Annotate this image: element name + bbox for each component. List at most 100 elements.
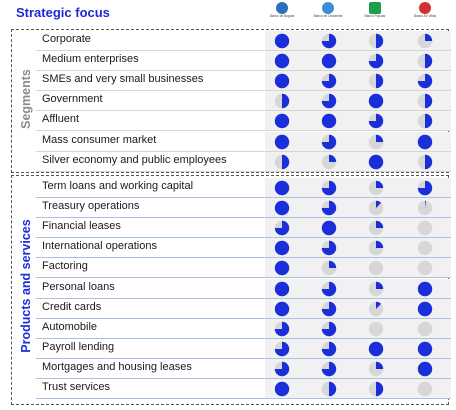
row-divider	[36, 257, 451, 259]
harvey-ball	[274, 301, 290, 316]
harvey-ball-fill	[274, 180, 290, 196]
harvey-ball	[368, 33, 384, 49]
row-divider	[36, 130, 451, 132]
harvey-ball	[274, 114, 290, 129]
row-divider	[36, 357, 451, 359]
row-divider	[36, 337, 451, 339]
harvey-ball	[368, 114, 384, 129]
row-band	[265, 238, 451, 259]
bank-name-1: Banco de Bogotá	[269, 14, 295, 18]
harvey-ball-background	[368, 321, 384, 336]
bank-logo-2: Banco de Occidente	[313, 2, 343, 26]
harvey-ball-fill	[417, 341, 433, 356]
bank-logo-blue-icon	[276, 2, 288, 14]
harvey-ball	[368, 261, 384, 276]
row-label: SMEs and very small businesses	[42, 73, 204, 86]
row-divider	[36, 170, 451, 172]
harvey-ball	[274, 321, 290, 336]
row-label: Payroll lending	[42, 340, 115, 353]
harvey-ball-fill	[274, 381, 290, 397]
table-row: Personal loans	[36, 278, 451, 299]
harvey-ball-fill	[376, 301, 382, 309]
table-row: Payroll lending	[36, 338, 451, 359]
table-row: Mass consumer market	[36, 131, 451, 152]
harvey-ball-fill	[274, 134, 290, 149]
row-band	[265, 338, 451, 359]
harvey-ball-fill	[274, 261, 290, 276]
harvey-ball	[321, 341, 337, 356]
harvey-ball	[274, 261, 290, 276]
row-divider	[36, 70, 451, 72]
row-label: Medium enterprises	[42, 53, 139, 66]
harvey-ball-fill	[321, 200, 337, 216]
table-row: Credit cards	[36, 298, 451, 319]
row-label: Mortgages and housing leases	[42, 360, 192, 373]
row-label: Treasury operations	[42, 200, 140, 213]
harvey-ball-fill	[321, 321, 337, 336]
row-label: Trust services	[42, 381, 111, 393]
harvey-ball	[368, 241, 384, 256]
harvey-ball-fill	[321, 180, 337, 196]
harvey-ball-fill	[425, 200, 426, 209]
row-band	[265, 178, 451, 198]
row-label: Affluent	[42, 113, 80, 126]
row-band	[265, 278, 451, 299]
harvey-ball	[321, 321, 337, 336]
row-band	[265, 51, 451, 72]
harvey-ball-fill	[274, 301, 290, 316]
harvey-ball-fill	[417, 281, 433, 296]
harvey-ball	[274, 73, 290, 89]
harvey-ball-fill	[376, 281, 384, 289]
harvey-ball	[368, 361, 384, 377]
harvey-ball	[417, 200, 433, 216]
row-band	[265, 198, 451, 219]
harvey-ball-fill	[274, 114, 290, 129]
harvey-ball	[274, 341, 290, 356]
harvey-ball-fill	[368, 53, 384, 69]
harvey-ball-fill	[329, 381, 337, 397]
segments-label: Segments	[19, 69, 33, 129]
harvey-ball-fill	[274, 53, 290, 69]
harvey-ball-fill	[274, 33, 290, 49]
table-row: Mortgages and housing leases	[36, 358, 451, 379]
row-label: Personal loans	[42, 280, 115, 293]
harvey-ball-fill	[321, 341, 337, 356]
row-divider	[36, 50, 451, 51]
harvey-ball	[274, 381, 290, 397]
harvey-ball	[368, 154, 384, 169]
harvey-ball	[274, 134, 290, 149]
harvey-ball	[417, 94, 433, 109]
row-label: Credit cards	[42, 300, 102, 313]
harvey-ball	[417, 53, 433, 69]
harvey-ball	[321, 200, 337, 216]
row-divider	[36, 398, 451, 399]
harvey-ball-fill	[274, 220, 290, 236]
harvey-ball-fill	[321, 33, 337, 49]
harvey-ball	[274, 220, 290, 236]
table-row: Factoring	[36, 258, 451, 279]
harvey-ball	[417, 180, 433, 196]
harvey-ball-fill	[425, 154, 433, 169]
bank-name-2: Banco de Occidente	[313, 14, 343, 18]
harvey-ball-fill	[425, 94, 433, 109]
bank-logo-1: Banco de Bogotá	[267, 2, 297, 26]
harvey-ball	[417, 381, 433, 397]
row-divider	[36, 237, 451, 239]
harvey-ball	[368, 200, 384, 216]
row-divider	[36, 317, 451, 319]
row-divider	[36, 277, 451, 279]
harvey-ball	[368, 321, 384, 336]
table-row: Automobile	[36, 318, 451, 339]
harvey-ball-fill	[274, 341, 290, 356]
harvey-ball-fill	[282, 154, 290, 169]
harvey-ball-fill	[321, 53, 337, 69]
row-label: Government	[42, 93, 103, 106]
harvey-ball	[321, 33, 337, 49]
harvey-ball-fill	[274, 321, 290, 336]
harvey-ball	[368, 73, 384, 89]
harvey-ball-fill	[417, 134, 433, 149]
harvey-ball	[321, 114, 337, 129]
harvey-ball-fill	[329, 261, 337, 269]
harvey-ball-fill	[274, 200, 290, 216]
row-band	[265, 111, 451, 132]
